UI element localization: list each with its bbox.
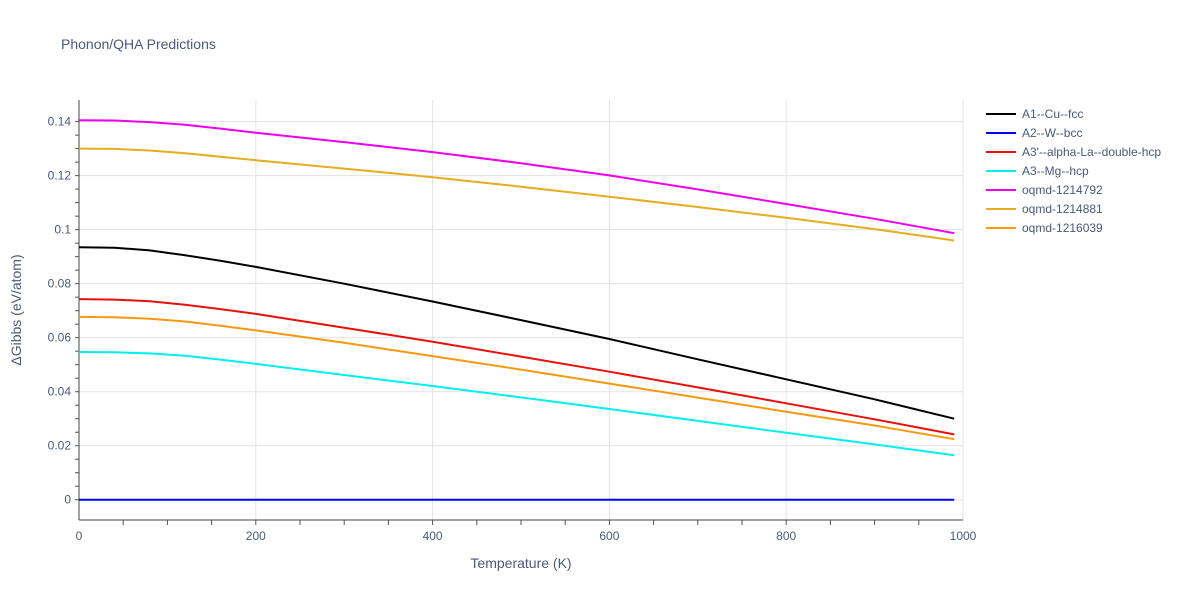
legend-swatch [986,169,1016,172]
legend-swatch [986,207,1016,210]
x-axis-title: Temperature (K) [470,555,571,571]
x-tick-label: 200 [246,529,266,543]
legend-label: A2--W--bcc [1022,125,1083,140]
y-tick-label: 0.06 [48,331,72,345]
legend-item[interactable]: A2--W--bcc [986,123,1161,142]
y-tick-label: 0.02 [48,439,72,453]
x-tick-label: 400 [423,529,443,543]
series-line [78,351,955,457]
y-tick-label: 0 [64,493,71,507]
legend-item[interactable]: A1--Cu--fcc [986,104,1161,123]
legend-swatch [986,150,1016,153]
tick-labels: 0 200 400 600 800 1000 0 0.02 0.04 0.06 0.08 0.1 0.1… [48,115,977,543]
grid-lines [79,100,964,520]
y-tick-label: 0.12 [48,169,72,183]
legend-label: A3--Mg--hcp [1022,163,1089,178]
y-tick-label: 0.14 [48,115,72,129]
legend-label: oqmd-1216039 [1022,220,1103,235]
x-tick-label: 0 [76,529,83,543]
legend-item[interactable]: A3--Mg--hcp [986,161,1161,180]
y-tick-label: 0.1 [54,223,71,237]
legend-label: A3'--alpha-La--double-hcp [1022,144,1162,159]
legend-item[interactable]: A3'--alpha-La--double-hcp [986,142,1161,161]
series-line [78,119,955,235]
x-tick-label: 600 [599,529,619,543]
legend: A1--Cu--fcc A2--W--bcc A3'--alpha-La--doub… [986,104,1161,237]
y-axis-title: ΔGibbs (eV/atom) [8,254,24,365]
legend-item[interactable]: oqmd-1214792 [986,180,1161,199]
legend-swatch [986,226,1016,229]
series-line [78,147,955,242]
legend-label: oqmd-1214792 [1022,182,1103,197]
legend-item[interactable]: oqmd-1216039 [986,218,1161,237]
legend-label: oqmd-1214881 [1022,201,1103,216]
series-line [78,246,955,420]
series-line [78,298,955,436]
x-tick-label: 1000 [950,529,977,543]
legend-item[interactable]: oqmd-1214881 [986,199,1161,218]
legend-swatch [986,131,1016,134]
y-tick-label: 0.04 [48,385,72,399]
axes [75,100,963,525]
y-tick-label: 0.08 [48,277,72,291]
legend-swatch [986,112,1016,115]
series-line [78,315,955,441]
series-lines [78,119,955,501]
chart-title: Phonon/QHA Predictions [61,36,216,52]
legend-swatch [986,188,1016,191]
legend-label: A1--Cu--fcc [1022,106,1084,121]
x-tick-label: 800 [776,529,796,543]
